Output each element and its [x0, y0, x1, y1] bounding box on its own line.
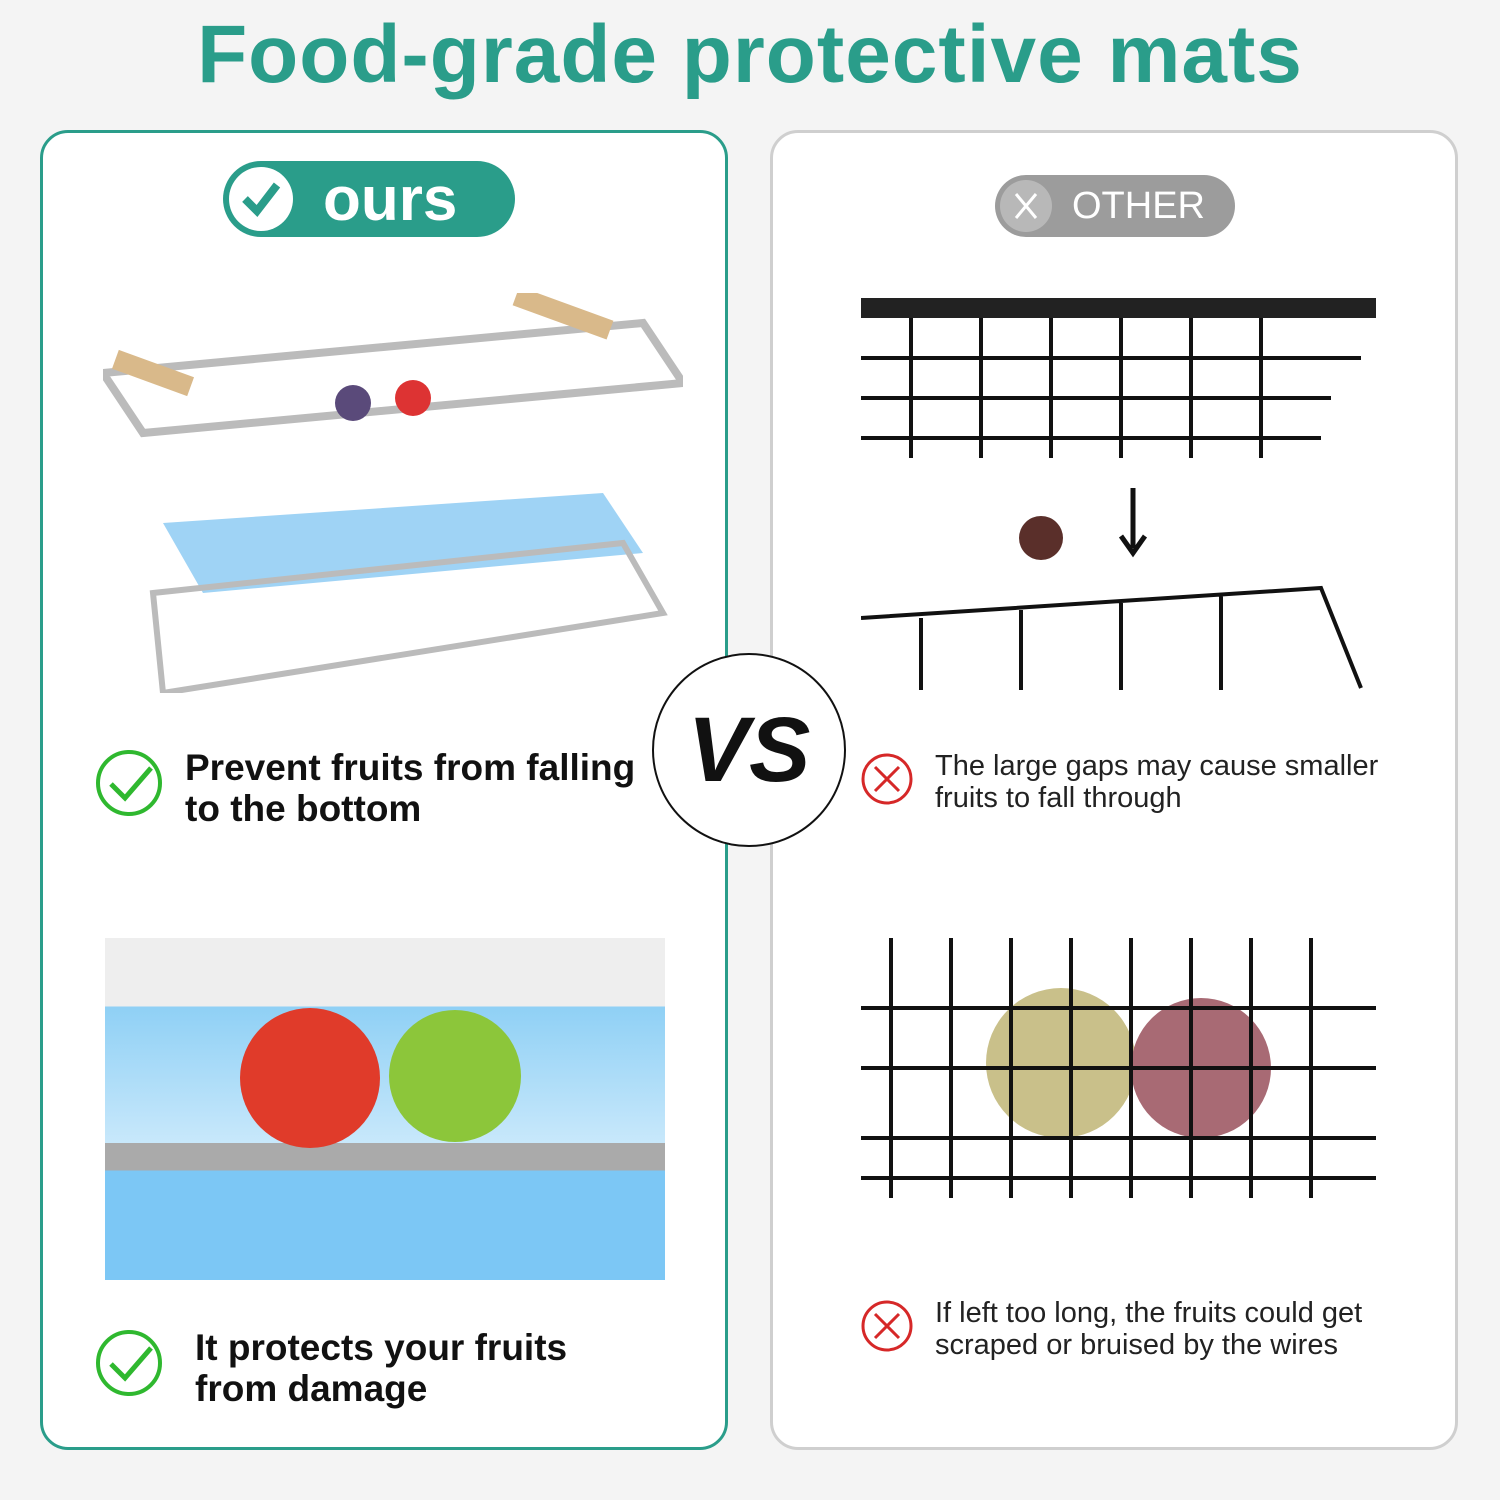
other-feature-2-text: If left too long, the fruits could get s…	[935, 1297, 1363, 1361]
ours-feature-1-text: Prevent fruits from falling to the botto…	[185, 747, 636, 829]
ours-badge: ours	[223, 161, 515, 237]
check-circle-icon	[96, 1330, 162, 1396]
ours-mat-closeup-image	[105, 938, 665, 1280]
other-feature-1-text: The large gaps may cause smaller fruits …	[935, 750, 1379, 814]
check-icon	[229, 167, 293, 231]
ours-label: ours	[323, 164, 458, 234]
x-icon	[1000, 180, 1052, 232]
other-label: OTHER	[1072, 184, 1205, 227]
other-panel: OTHER The large gaps may cause smaller f…	[770, 130, 1458, 1450]
x-circle-icon	[861, 1300, 913, 1352]
page-title: Food-grade protective mats	[197, 9, 1303, 100]
ours-feature-1: Prevent fruits from falling to the botto…	[95, 747, 645, 829]
other-basket-image	[861, 298, 1376, 690]
ours-basket-image	[103, 293, 683, 693]
x-circle-icon	[861, 753, 913, 805]
ours-feature-2: It protects your fruits from damage	[95, 1327, 615, 1409]
other-feature-1: The large gaps may cause smaller fruits …	[859, 750, 1415, 815]
other-wire-closeup-image	[861, 938, 1376, 1228]
ours-feature-2-text: It protects your fruits from damage	[195, 1327, 568, 1409]
other-feature-2: If left too long, the fruits could get s…	[859, 1297, 1415, 1362]
vs-badge: VS	[652, 653, 846, 847]
other-badge: OTHER	[995, 175, 1235, 237]
check-circle-icon	[96, 750, 162, 816]
ours-panel: ours Prevent fruits from falling to the …	[40, 130, 728, 1450]
